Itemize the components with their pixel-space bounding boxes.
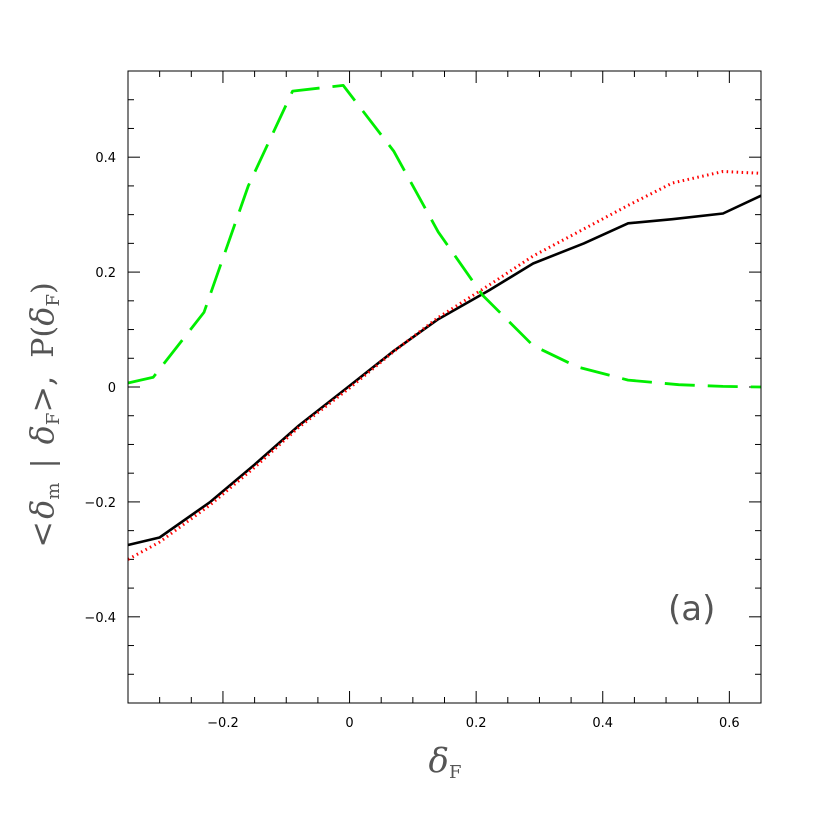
chart-series	[127, 84, 762, 561]
series-line-solid	[127, 194, 762, 547]
x-tick-label: 0.2	[466, 716, 487, 731]
x-axis-label-delta: δ	[429, 741, 449, 781]
x-tick-label: −0.2	[207, 716, 239, 731]
axis-ticks: −0.2 0 0.2 0.4 0.6 −0.4 −0.2 0 0.2 0.4	[84, 70, 762, 731]
y-axis-label: <δm|δF>,P(δF)	[23, 282, 64, 547]
y-tick-label: −0.4	[84, 611, 116, 626]
x-axis-label: δF	[429, 741, 462, 783]
series-line-dashed	[127, 84, 762, 389]
plot-frame	[127, 70, 762, 704]
panel-annotation: (a)	[668, 589, 715, 629]
y-tick-label: 0.2	[95, 266, 116, 281]
x-tick-label: 0.4	[592, 716, 613, 731]
x-tick-label: 0	[345, 716, 353, 731]
series-line-dotted	[127, 170, 762, 561]
y-tick-label: 0	[108, 381, 116, 396]
y-tick-label: 0.4	[95, 151, 116, 166]
y-tick-label: −0.2	[84, 496, 116, 511]
x-tick-label: 0.6	[719, 716, 740, 731]
x-axis-label-sub: F	[449, 762, 462, 783]
